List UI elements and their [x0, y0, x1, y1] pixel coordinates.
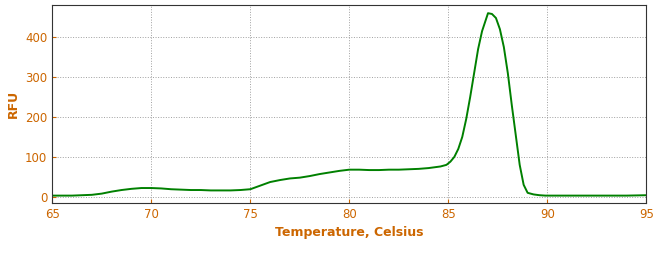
Y-axis label: RFU: RFU	[7, 90, 20, 118]
X-axis label: Temperature, Celsius: Temperature, Celsius	[275, 226, 424, 239]
